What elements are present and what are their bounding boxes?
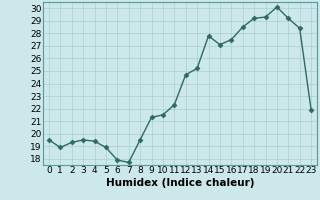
X-axis label: Humidex (Indice chaleur): Humidex (Indice chaleur) bbox=[106, 178, 254, 188]
